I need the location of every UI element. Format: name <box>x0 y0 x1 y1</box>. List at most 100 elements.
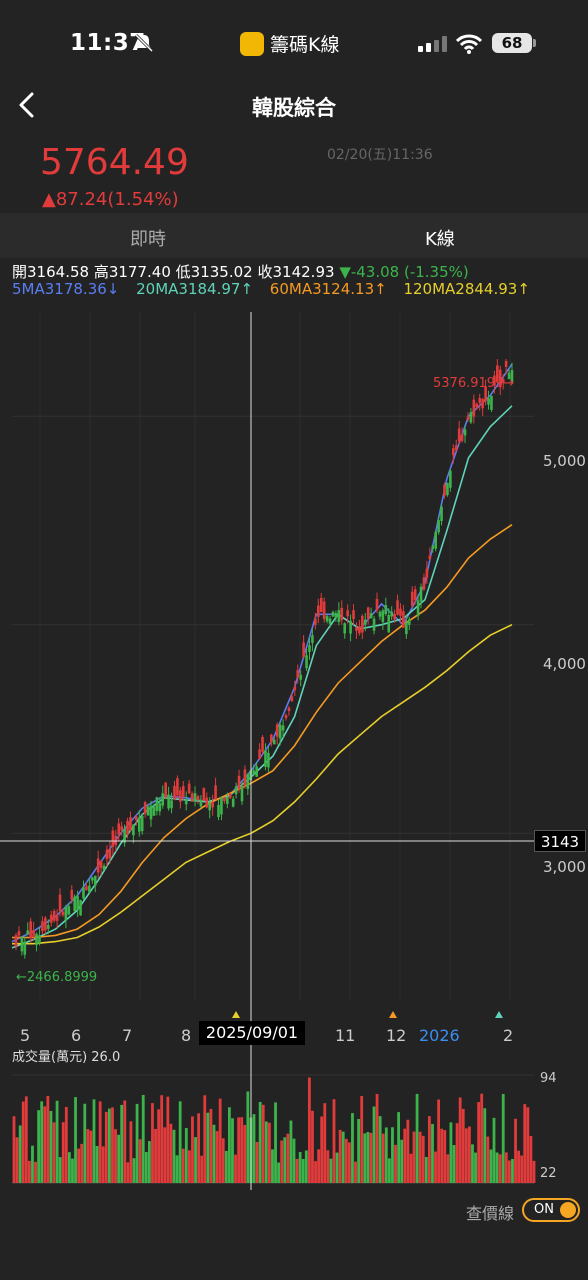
candle-body <box>437 520 440 533</box>
candle-body <box>88 885 91 893</box>
volume-bar <box>49 1111 53 1183</box>
candle-body <box>372 618 376 631</box>
y-tick-3000: 3,000 <box>543 858 586 876</box>
volume-bar <box>64 1106 68 1183</box>
volume-bar <box>98 1101 102 1183</box>
back-arrow-icon[interactable] <box>14 90 44 120</box>
volume-bar <box>117 1134 121 1183</box>
candle-body <box>305 655 308 669</box>
volume-bars <box>12 1077 536 1183</box>
candle-body <box>120 826 123 831</box>
volume-bar <box>292 1138 296 1183</box>
volume-bar <box>43 1106 47 1183</box>
ma-line-20MA <box>11 405 513 949</box>
x-label-6: 6 <box>71 1026 82 1045</box>
volume-bar <box>129 1121 133 1183</box>
volume-bar <box>101 1146 105 1183</box>
volume-min: 22 <box>540 1166 557 1181</box>
y-tick-4000: 4,000 <box>543 655 586 673</box>
volume-bar <box>160 1095 164 1183</box>
volume-bar <box>231 1118 234 1183</box>
volume-bar <box>12 1116 16 1183</box>
ma60-value: 60MA3124.13↑ <box>269 280 387 298</box>
volume-bar <box>329 1158 333 1183</box>
ohlc-row: 開3164.58 高3177.40 低3135.02 收3142.93 ▼-43… <box>12 261 469 282</box>
volume-bar <box>400 1139 404 1183</box>
low-annotation: ←2466.8999 <box>16 970 98 985</box>
battery-nub <box>533 39 536 47</box>
volume-bar <box>46 1095 50 1183</box>
toggle-state: ON <box>534 1202 554 1217</box>
candle-body <box>41 921 44 932</box>
volume-bar <box>243 1124 247 1183</box>
volume-bar <box>31 1145 34 1183</box>
volume-bar <box>449 1122 453 1183</box>
candle-body <box>446 482 449 496</box>
tab-realtime[interactable]: 即時 <box>130 229 166 250</box>
candle-body <box>463 429 467 436</box>
cellular-signal-icon <box>418 36 447 52</box>
volume-bar <box>274 1102 277 1183</box>
volume-bar <box>406 1119 410 1183</box>
volume-bar <box>120 1104 124 1183</box>
candle-body <box>193 793 197 802</box>
candle-body <box>504 360 508 367</box>
volume-bar <box>486 1136 490 1183</box>
high-annotation: 5376.9199→ <box>433 376 515 391</box>
volume-bar <box>154 1128 157 1183</box>
tab-kline[interactable]: K線 <box>425 229 455 250</box>
candle-body <box>284 715 288 719</box>
volume-bar <box>240 1117 244 1183</box>
volume-bar <box>344 1138 348 1183</box>
candle-body <box>170 800 173 809</box>
volume-bar <box>523 1104 527 1183</box>
candle-body <box>228 793 232 798</box>
volume-bar <box>246 1091 250 1183</box>
volume-bar <box>474 1152 477 1183</box>
x-label-2: 2 <box>503 1026 514 1045</box>
volume-bar <box>141 1094 145 1183</box>
candle-body <box>129 817 132 830</box>
volume-bar <box>206 1112 210 1183</box>
candle-body <box>35 933 38 945</box>
volume-bar <box>86 1129 90 1183</box>
candle-body <box>111 830 115 847</box>
volume-bar <box>89 1130 93 1183</box>
x-label-11: 11 <box>335 1026 356 1045</box>
ma-lines <box>11 363 513 949</box>
x-label-7: 7 <box>122 1026 133 1045</box>
candle-body <box>184 799 188 805</box>
candle-body <box>252 770 256 774</box>
candle-body <box>176 778 179 796</box>
x-label-8: 8 <box>181 1026 192 1045</box>
candle-body <box>325 616 329 622</box>
volume-bar <box>107 1108 111 1183</box>
volume-bar <box>18 1125 22 1183</box>
candle-body <box>366 607 370 619</box>
volume-bar <box>495 1152 499 1183</box>
price-line-toggle[interactable]: ON <box>522 1198 580 1222</box>
app-indicator[interactable]: 籌碼K線 <box>240 30 339 57</box>
candle-body <box>105 849 109 860</box>
volume-bar <box>200 1155 204 1183</box>
volume-bar <box>147 1141 151 1183</box>
candle-body <box>199 799 203 807</box>
candle-body <box>14 935 18 947</box>
toggle-knob <box>560 1202 576 1218</box>
candle-body <box>319 597 323 612</box>
volume-bar <box>378 1116 382 1183</box>
volume-bar <box>83 1103 87 1183</box>
volume-bar <box>332 1099 336 1183</box>
candle-body <box>214 785 217 800</box>
candle-body <box>355 627 358 631</box>
volume-bar <box>252 1114 256 1183</box>
candle-body <box>64 907 68 921</box>
candle-body <box>44 917 47 931</box>
volume-bar <box>37 1110 41 1183</box>
volume-bar <box>301 1158 305 1183</box>
volume-bar <box>175 1155 179 1183</box>
candle-body <box>117 823 121 835</box>
volume-bar <box>394 1144 397 1183</box>
volume-bar <box>27 1160 31 1183</box>
volume-bar <box>434 1151 437 1183</box>
